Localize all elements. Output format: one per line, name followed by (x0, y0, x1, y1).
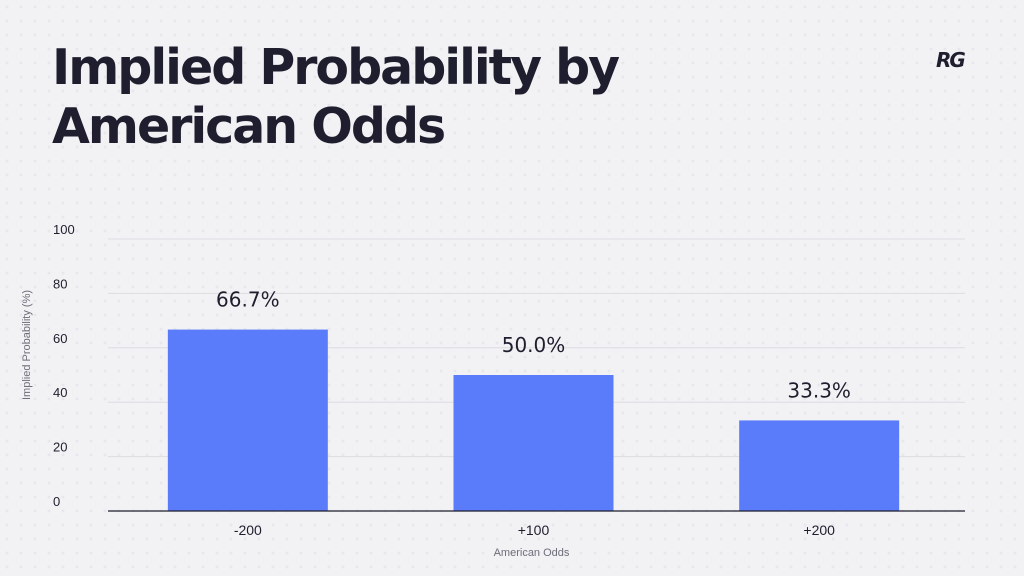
y-tick-label: 40 (53, 385, 67, 400)
bar (453, 375, 614, 511)
y-tick-label: 100 (53, 222, 75, 237)
y-axis-ticks: 0 20 40 60 80 100 (53, 222, 75, 509)
brand-logo: RG (936, 48, 966, 72)
data-labels: 66.7% 50.0% 33.3% (216, 288, 851, 403)
y-tick-label: 20 (53, 440, 67, 455)
x-tick-label: +100 (518, 522, 550, 538)
y-tick-label: 60 (53, 331, 67, 346)
bar-value-label: 66.7% (216, 288, 280, 312)
bar-value-label: 33.3% (787, 378, 851, 402)
bar (167, 329, 328, 511)
y-tick-label: 0 (53, 494, 60, 509)
bars (167, 329, 900, 511)
bar (739, 420, 900, 511)
y-axis-title: Implied Probability (%) (21, 290, 33, 400)
x-tick-label: -200 (234, 522, 262, 538)
y-tick-label: 80 (53, 276, 67, 291)
x-axis-title: American Odds (494, 547, 570, 559)
x-tick-label: +200 (803, 522, 835, 538)
x-axis-ticks: -200 +100 +200 (234, 522, 835, 538)
bar-value-label: 50.0% (502, 333, 566, 357)
chart-title: Implied Probability by American Odds (52, 39, 620, 155)
